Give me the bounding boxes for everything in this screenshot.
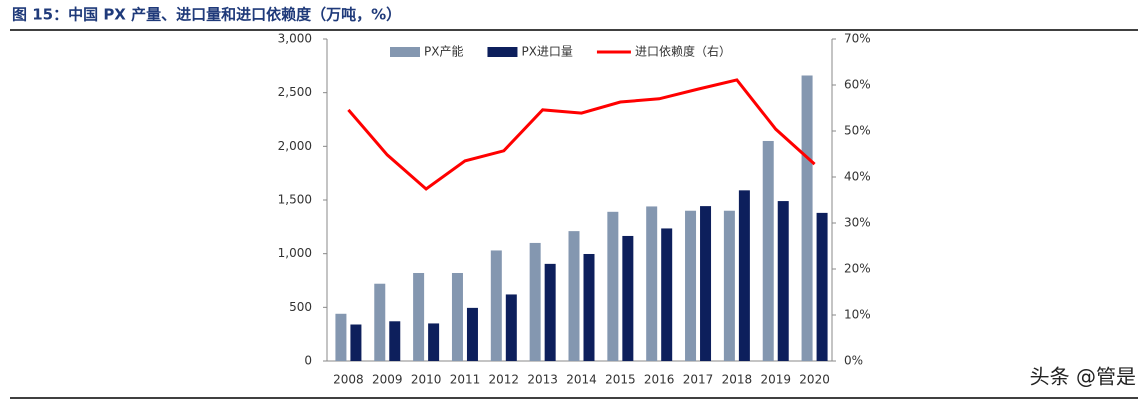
bar <box>762 140 774 361</box>
y2-tick-label: 10% <box>844 308 871 322</box>
x-tick-label: 2020 <box>799 373 830 387</box>
y2-tick-label: 50% <box>844 124 871 138</box>
y-tick-label: 3,000 <box>278 32 312 46</box>
bar <box>622 235 634 361</box>
y2-tick-label: 20% <box>844 262 871 276</box>
bar <box>738 190 750 361</box>
bar <box>335 313 347 361</box>
x-tick-label: 2018 <box>722 373 753 387</box>
legend-swatch <box>487 47 518 57</box>
x-tick-label: 2010 <box>411 373 442 387</box>
bar <box>451 272 463 361</box>
watermark: 头条 @管是 <box>1030 365 1136 389</box>
bar <box>661 228 673 361</box>
bar <box>428 323 440 361</box>
legend-label: 进口依赖度（右） <box>635 44 731 59</box>
x-tick-label: 2009 <box>372 373 403 387</box>
bar <box>685 210 697 361</box>
x-tick-label: 2012 <box>489 373 520 387</box>
y-tick-label: 2,000 <box>278 139 312 153</box>
y-tick-label: 1,500 <box>278 193 312 207</box>
x-tick-label: 2014 <box>566 373 597 387</box>
y2-tick-label: 60% <box>844 78 871 92</box>
line <box>347 78 816 191</box>
x-tick-label: 2016 <box>644 373 675 387</box>
x-tick-label: 2013 <box>527 373 558 387</box>
x-tick-label: 2008 <box>333 373 364 387</box>
x-tick-label: 2011 <box>450 373 481 387</box>
y-tick-label: 0 <box>304 354 312 368</box>
y2-tick-label: 30% <box>844 216 871 230</box>
bar <box>350 324 362 361</box>
bar <box>568 231 580 361</box>
bar <box>505 294 517 361</box>
bar <box>646 206 658 361</box>
y-tick-label: 500 <box>289 300 312 314</box>
y2-tick-label: 40% <box>844 170 871 184</box>
bar <box>413 272 425 361</box>
y-tick-label: 1,000 <box>278 246 312 260</box>
y-tick-label: 2,500 <box>278 85 312 99</box>
bar <box>529 242 541 361</box>
bar <box>700 206 712 361</box>
bar <box>389 321 401 361</box>
chart-title: 图 15：中国 PX 产量、进口量和进口依赖度（万吨，%） <box>12 6 401 24</box>
bar <box>777 201 789 361</box>
x-tick-label: 2017 <box>683 373 714 387</box>
bar <box>607 211 619 361</box>
bar <box>374 283 386 361</box>
legend-label: PX产能 <box>424 45 463 59</box>
legend-swatch <box>390 47 420 57</box>
bar <box>490 250 502 361</box>
bar <box>466 307 478 361</box>
legend-label: PX进口量 <box>521 45 572 59</box>
bar <box>723 210 735 361</box>
bar <box>544 263 556 361</box>
bar <box>816 212 828 361</box>
bar <box>583 253 595 361</box>
x-tick-label: 2015 <box>605 373 636 387</box>
bar <box>801 75 813 361</box>
x-tick-label: 2019 <box>760 373 791 387</box>
y2-tick-label: 70% <box>844 32 871 46</box>
y2-tick-label: 0% <box>844 354 863 368</box>
